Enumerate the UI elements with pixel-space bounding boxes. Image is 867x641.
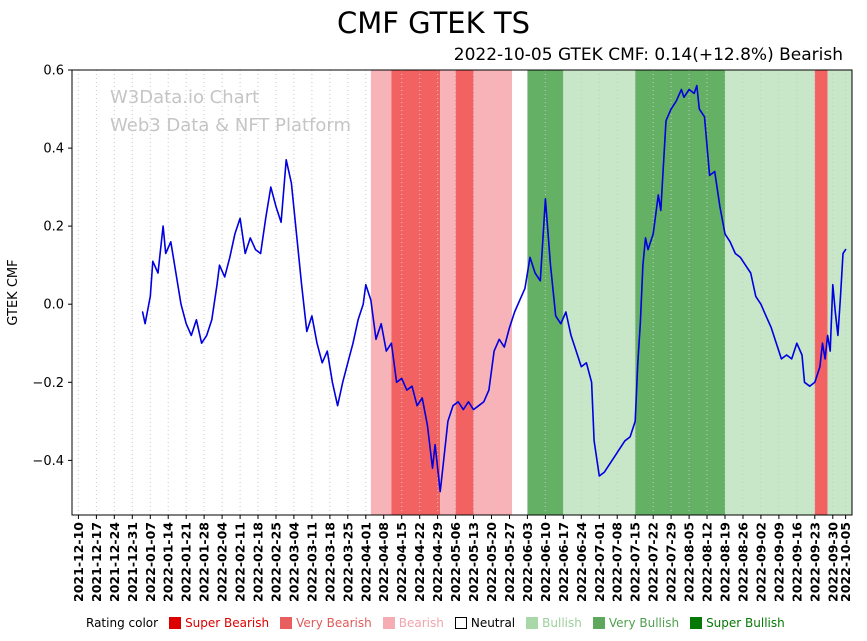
x-tick-label: 2022-02-18 [251,522,266,602]
y-tick-label: 0.0 [43,298,64,313]
x-tick-label: 2022-07-22 [646,522,661,602]
legend-item-very-bearish: Very Bearish [280,616,372,630]
x-tick-label: 2021-12-10 [71,522,86,602]
x-tick-label: 2022-09-02 [753,522,768,602]
x-tick-label: 2022-07-29 [664,522,679,602]
x-tick-label: 2022-04-08 [376,522,391,602]
x-tick-label: 2022-01-07 [143,522,158,602]
y-axis-label: GTEK CMF [6,259,21,325]
rating-band-bearish [370,70,392,515]
x-tick-label: 2022-05-13 [466,522,481,602]
legend-title: Rating color [86,616,159,630]
x-tick-label: 2022-01-28 [197,522,212,602]
watermark: W3Data.io Chart Web3 Data & NFT Platform [110,84,351,140]
x-tick-label: 2022-10-05 [838,522,853,602]
x-tick-label: 2022-04-15 [394,522,409,602]
legend-label-bullish: Bullish [542,616,582,630]
x-tick-label: 2022-02-04 [215,522,230,602]
legend-swatch-super-bearish [169,617,182,629]
legend-item-very-bullish: Very Bullish [592,616,680,630]
legend-label-very-bullish: Very Bullish [608,616,680,630]
legend-label-super-bearish: Super Bearish [185,616,270,630]
x-tick-label: 2022-07-01 [592,522,607,602]
x-tick-label: 2022-05-20 [484,522,499,602]
x-tick-label: 2022-03-18 [322,522,337,602]
legend-swatch-super-bullish [690,617,703,629]
x-tick-label: 2022-09-16 [789,522,804,602]
legend-swatch-bearish [382,617,395,629]
legend-item-bearish: Bearish [382,616,444,630]
x-tick-label: 2022-08-19 [718,522,733,602]
legend-swatch-neutral [454,617,467,629]
x-tick-label: 2022-04-01 [358,522,373,602]
legend-swatch-very-bullish [592,617,605,629]
legend-swatch-very-bearish [280,617,293,629]
legend-item-super-bullish: Super Bullish [690,616,785,630]
x-tick-label: 2022-04-22 [412,522,427,602]
x-tick-label: 2021-12-31 [125,522,140,602]
legend-item-neutral: Neutral [454,616,516,630]
x-tick-label: 2022-09-09 [771,522,786,602]
rating-band-bullish [563,70,636,515]
x-tick-label: 2021-12-17 [89,522,104,602]
rating-band-neutral [72,70,371,515]
x-tick-label: 2022-04-29 [430,522,445,602]
rating-band-very-bearish [814,70,828,515]
rating-band-very-bullish [635,70,725,515]
y-tick-label: 0.4 [43,142,64,157]
watermark-line2: Web3 Data & NFT Platform [110,114,352,136]
x-tick-label: 2022-06-24 [574,522,589,602]
x-tick-label: 2022-09-23 [807,522,822,602]
legend-label-super-bullish: Super Bullish [706,616,785,630]
x-tick-label: 2022-06-10 [538,522,553,602]
x-tick-label: 2022-03-25 [340,522,355,602]
legend-label-neutral: Neutral [470,616,516,630]
legend-item-super-bearish: Super Bearish [169,616,269,630]
rating-band-bearish [440,70,456,515]
chart-subtitle: 2022-10-05 GTEK CMF: 0.14(+12.8%) Bearis… [453,45,843,65]
x-tick-label: 2022-07-15 [628,522,643,602]
rating-band-very-bearish [391,70,441,515]
y-tick-label: −0.2 [32,376,64,391]
x-tick-label: 2022-02-11 [233,522,248,602]
rating-band-bearish [473,70,512,515]
rating-band-very-bullish [527,70,564,515]
y-tick-label: −0.4 [32,454,64,469]
watermark-line1: W3Data.io Chart [110,87,260,108]
rating-band-very-bearish [455,70,474,515]
rating-band-bullish [827,70,852,515]
rating-band-neutral [512,70,528,515]
x-tick-label: 2022-07-08 [610,522,625,602]
legend-item-bullish: Bullish [526,616,582,630]
x-tick-label: 2022-03-11 [304,522,319,602]
legend-label-bearish: Bearish [398,616,444,630]
x-tick-label: 2022-03-04 [286,522,301,602]
x-tick-label: 2022-05-27 [502,522,517,602]
cmf-line [141,84,847,493]
x-tick-label: 2022-09-30 [825,522,840,602]
legend-label-very-bearish: Very Bearish [296,616,372,630]
chart-title: CMF GTEK TS [336,6,530,40]
x-tick-label: 2022-02-25 [269,522,284,602]
legend-swatch-bullish [526,617,539,629]
x-tick-label: 2022-08-26 [736,522,751,602]
x-tick-label: 2022-08-05 [682,522,697,602]
x-tick-label: 2022-06-17 [556,522,571,602]
x-tick-label: 2021-12-24 [107,522,122,602]
x-tick-label: 2022-06-03 [520,522,535,602]
plot-frame [71,69,853,516]
x-tick-label: 2022-08-12 [700,522,715,602]
x-tick-label: 2022-01-14 [161,522,176,602]
y-tick-label: 0.2 [43,220,64,235]
x-tick-label: 2022-05-06 [448,522,463,602]
x-tick-label: 2022-01-21 [179,522,194,602]
y-tick-label: 0.6 [43,64,64,79]
rating-legend: Rating color Super Bearish Very Bearish … [86,616,785,630]
rating-band-bullish [725,70,815,515]
